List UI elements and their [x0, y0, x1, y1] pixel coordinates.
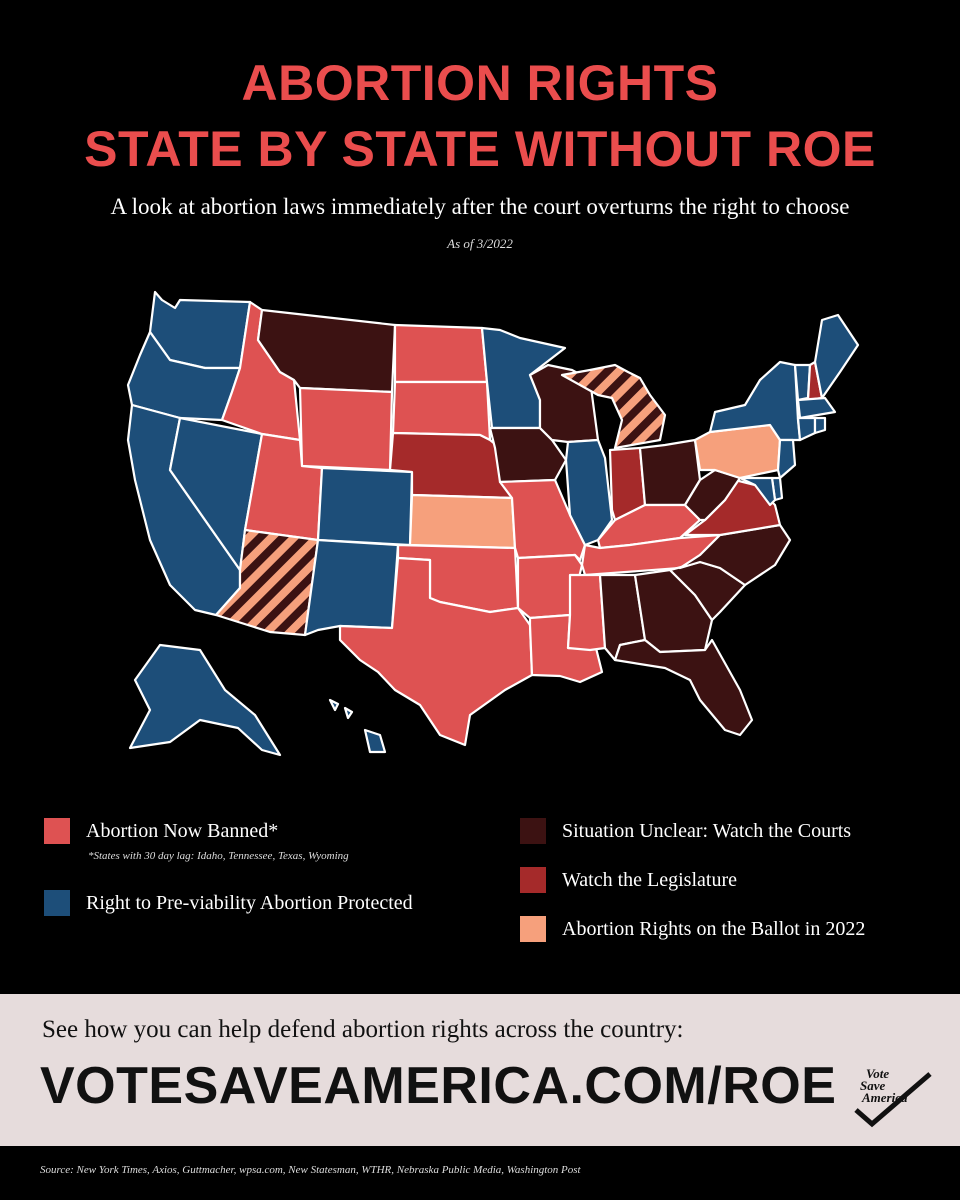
legend-unclear: Situation Unclear: Watch the Courts: [520, 818, 851, 844]
legend-swatch-unclear: [520, 818, 546, 844]
state-KS[interactable]: [408, 493, 517, 550]
vote-save-america-logo: Vote Save America: [852, 1066, 938, 1128]
legend-note-banned: *States with 30 day lag: Idaho, Tennesse…: [88, 850, 349, 862]
legend-label-banned: Abortion Now Banned*: [86, 819, 279, 842]
logo-word-2: Save: [860, 1078, 886, 1093]
checkmark-icon: [854, 1072, 932, 1128]
state-PA[interactable]: [693, 423, 782, 480]
legend-banned: Abortion Now Banned*: [44, 818, 278, 844]
state-RI[interactable]: [813, 416, 827, 435]
source-note: Source: New York Times, Axios, Guttmache…: [40, 1164, 581, 1176]
state-NM[interactable]: [303, 538, 400, 637]
state-FL[interactable]: [613, 638, 754, 737]
state-NJ[interactable]: [776, 438, 797, 480]
legend-legislature: Watch the Legislature: [520, 867, 737, 893]
call-to-action-banner: See how you can help defend abortion rig…: [0, 994, 960, 1146]
subtitle: A look at abortion laws immediately afte…: [110, 194, 850, 219]
state-SD[interactable]: [391, 380, 492, 442]
legend-swatch-banned: [44, 818, 70, 844]
legend-protected: Right to Pre-viability Abortion Protecte…: [44, 890, 413, 916]
state-MA[interactable]: [796, 396, 837, 420]
state-ME[interactable]: [813, 313, 860, 400]
legend-label-ballot: Abortion Rights on the Ballot in 2022: [562, 917, 866, 940]
as-of-date: As of 3/2022: [447, 236, 513, 251]
state-TX[interactable]: [338, 556, 534, 747]
legend-swatch-ballot: [520, 916, 546, 942]
state-CT[interactable]: [796, 416, 817, 442]
state-HI[interactable]: [328, 698, 387, 754]
cta-text: See how you can help defend abortion rig…: [42, 1016, 684, 1043]
logo-word-1: Vote: [866, 1066, 890, 1081]
cta-url-link[interactable]: VOTESAVEAMERICA.COM/ROE: [40, 1057, 837, 1115]
state-NC[interactable]: [678, 523, 792, 587]
state-AK[interactable]: [128, 643, 282, 757]
title-line-2: STATE BY STATE WITHOUT ROE: [84, 121, 876, 177]
state-ND[interactable]: [393, 323, 489, 384]
legend-label-legislature: Watch the Legislature: [562, 868, 737, 891]
state-MS[interactable]: [566, 573, 607, 652]
state-MI[interactable]: [560, 363, 667, 450]
state-WY[interactable]: [298, 386, 394, 472]
legend-label-unclear: Situation Unclear: Watch the Courts: [562, 819, 852, 842]
legend-swatch-protected: [44, 890, 70, 916]
title-line-1: ABORTION RIGHTS: [241, 55, 719, 111]
state-CO[interactable]: [316, 466, 414, 547]
state-MD[interactable]: [738, 476, 777, 507]
state-WV[interactable]: [683, 468, 742, 522]
legend-label-protected: Right to Pre-viability Abortion Protecte…: [86, 891, 413, 914]
state-TN[interactable]: [580, 533, 722, 577]
us-states-map: [126, 290, 860, 757]
legend-ballot: Abortion Rights on the Ballot in 2022: [520, 916, 865, 942]
legend-swatch-legislature: [520, 867, 546, 893]
